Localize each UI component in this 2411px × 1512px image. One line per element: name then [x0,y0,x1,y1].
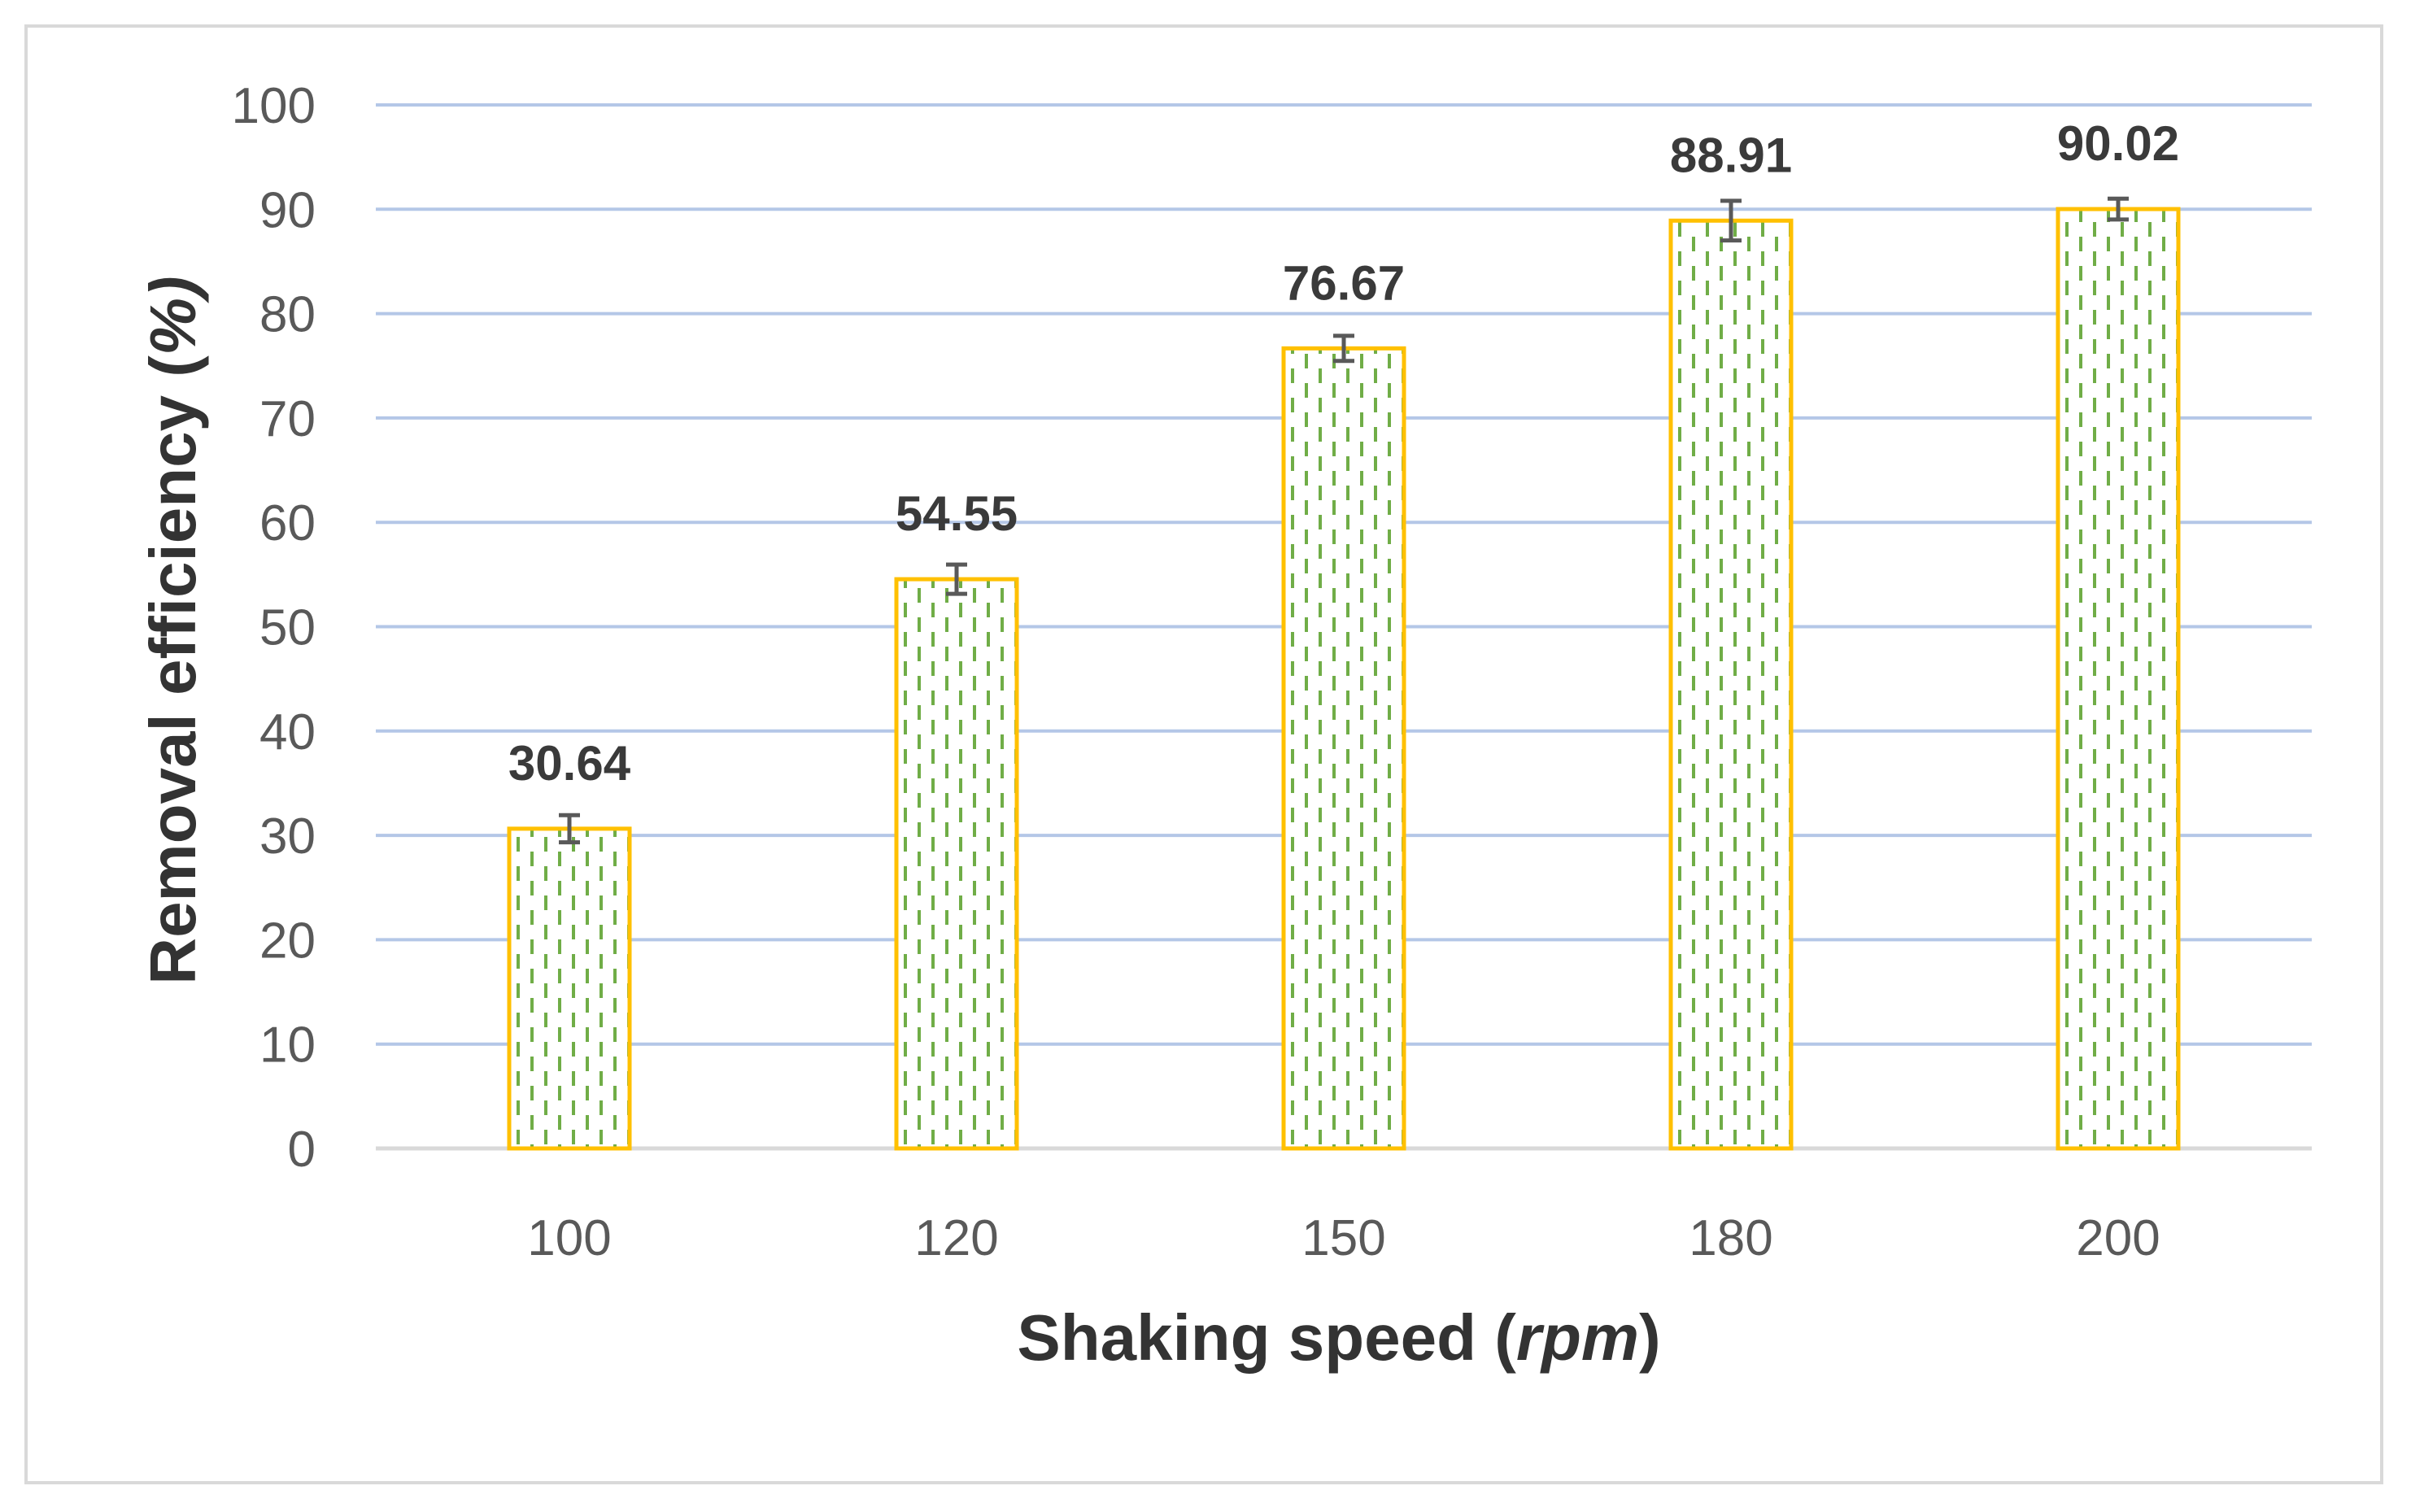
bar-120 [894,577,1019,1151]
bar-200 [2056,207,2181,1151]
data-label-150: 76.67 [1283,255,1405,310]
x-tick-label-100: 100 [527,1210,611,1266]
x-tick-label-120: 120 [914,1210,998,1266]
bar-180 [1668,218,1794,1151]
y-tick-label: 50 [259,600,316,656]
error-bar-180 [1720,198,1742,243]
error-bar-200 [2108,196,2129,222]
y-tick-label: 20 [259,913,316,969]
data-label-180: 88.91 [1670,128,1792,182]
x-tick-label-200: 200 [2076,1210,2160,1266]
data-labels: 30.64 54.55 76.67 88.91 90.02 [508,116,2179,791]
y-axis-ticks: 0 10 20 30 40 50 60 70 80 90 100 [232,78,316,1178]
error-bars [559,196,2129,845]
error-bar-100 [559,813,580,845]
error-bar-120 [946,562,967,596]
y-tick-label: 60 [259,495,316,551]
data-label-200: 90.02 [2057,116,2179,171]
bars [507,207,2181,1151]
x-tick-label-150: 150 [1301,1210,1385,1266]
y-tick-label: 90 [259,182,316,238]
data-label-120: 54.55 [896,486,1018,541]
x-tick-label-180: 180 [1689,1210,1772,1266]
x-axis-ticks: 100 120 150 180 200 [527,1210,2160,1266]
y-axis-title: Removal efficiency (%) [137,276,209,984]
chart-frame [24,24,2383,1484]
y-tick-label: 10 [259,1017,316,1074]
y-tick-label: 100 [232,78,316,134]
data-label-100: 30.64 [508,736,631,791]
x-axis-title: Shaking speed (rpm) [1017,1301,1660,1374]
y-tick-label: 30 [259,808,316,865]
y-tick-label: 0 [288,1122,316,1178]
gridlines [376,103,2312,1046]
y-tick-label: 40 [259,704,316,760]
bar-150 [1281,346,1406,1151]
y-tick-label: 70 [259,391,316,447]
error-bar-150 [1333,333,1354,364]
y-tick-label: 80 [259,287,316,343]
bar-100 [507,826,632,1151]
